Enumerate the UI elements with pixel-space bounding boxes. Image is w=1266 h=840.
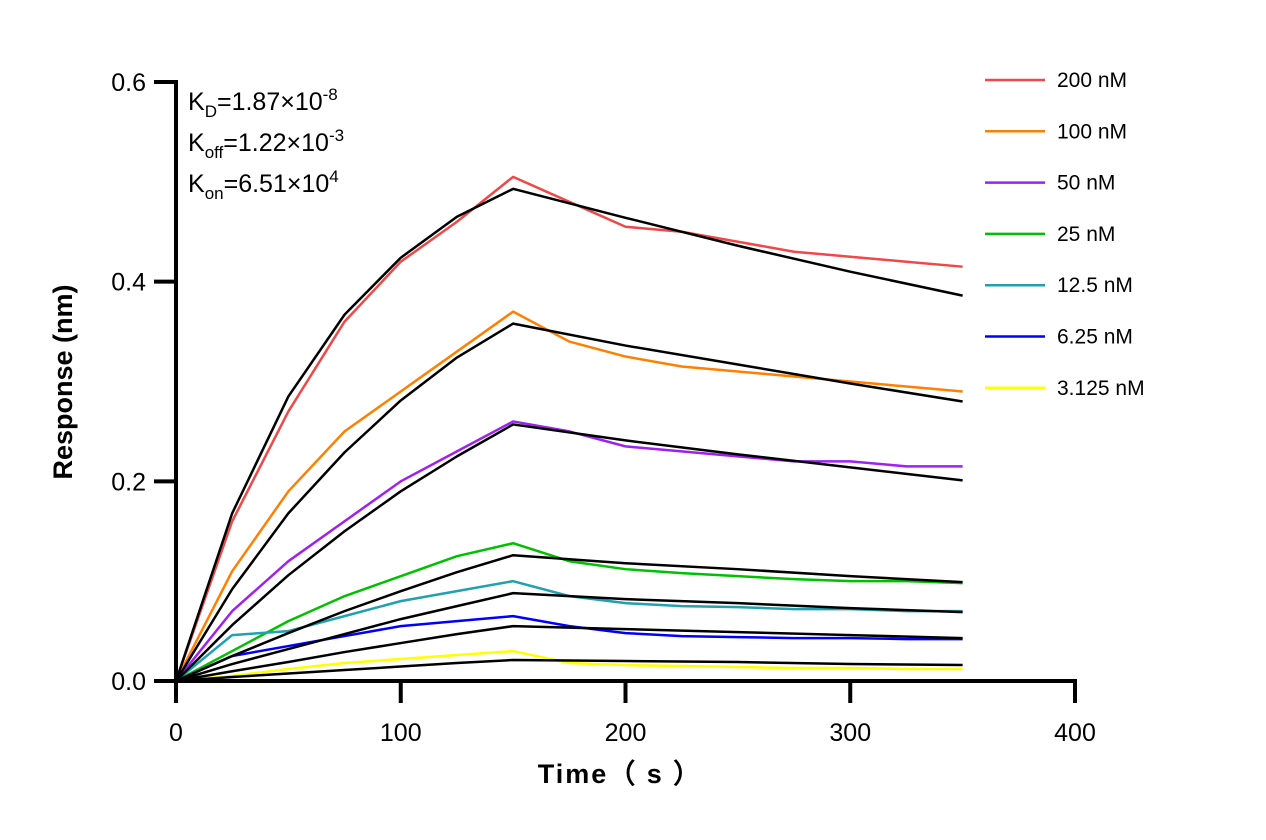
y-axis-label: Response (nm)	[48, 284, 78, 479]
legend-label: 3.125 nM	[1057, 377, 1145, 400]
annotation-line: Koff=1.22×10-3	[188, 126, 344, 162]
annotation-value: =1.87×10	[217, 88, 323, 116]
y-tick-label: 0.2	[111, 468, 146, 496]
annotation-subscript: D	[205, 102, 217, 121]
annotation-exponent: -3	[329, 126, 344, 145]
fit-curve-200-nM	[174, 187, 963, 682]
y-tick-label: 0.4	[111, 269, 146, 297]
legend-item: 50 nM	[985, 172, 1115, 195]
plot-area	[174, 175, 963, 683]
x-tick-label: 200	[605, 719, 647, 747]
x-tick-label: 400	[1054, 719, 1096, 747]
measured-curve-3-125-nM	[175, 649, 963, 683]
axes: 0 100 200 300 400 0.0 0.2 0.4 0.6	[111, 69, 1096, 747]
fit-curve-12-5-nM	[175, 591, 963, 683]
annotation-line: KD=1.87×10-8	[188, 85, 338, 121]
fit-curve-3-125-nM	[175, 658, 963, 683]
legend-item: 3.125 nM	[985, 377, 1145, 400]
annotation-subscript: on	[205, 184, 224, 203]
legend-item: 25 nM	[985, 223, 1115, 246]
annotation-value: =1.22×10	[223, 129, 329, 157]
measured-curve-200-nM	[174, 175, 963, 682]
legend-label: 200 nM	[1057, 69, 1127, 92]
y-tick-label: 0.0	[111, 668, 146, 696]
legend-label: 6.25 nM	[1057, 326, 1133, 349]
annotation-symbol: K	[188, 88, 205, 116]
legend-item: 6.25 nM	[985, 326, 1133, 349]
annotation-value: =6.51×10	[224, 170, 330, 198]
legend-label: 50 nM	[1057, 172, 1115, 195]
annotation-line: Kon=6.51×104	[188, 167, 339, 203]
legend-item: 100 nM	[985, 120, 1127, 143]
fit-curve-25-nM	[175, 553, 963, 683]
annotation-exponent: 4	[329, 167, 338, 186]
legend: 200 nM 100 nM 50 nM 25 nM 12.5 nM 6.25 nM 3.12…	[985, 69, 1145, 400]
legend-label: 100 nM	[1057, 120, 1127, 143]
annotation-subscript: off	[205, 143, 224, 162]
fit-curve-50-nM	[175, 423, 963, 682]
x-tick-label: 300	[829, 719, 871, 747]
annotation-symbol: K	[188, 170, 205, 198]
annotation-symbol: K	[188, 129, 205, 157]
annotation-exponent: -8	[323, 85, 338, 104]
x-tick-label: 100	[380, 719, 422, 747]
legend-label: 12.5 nM	[1057, 274, 1133, 297]
measured-curve-25-nM	[175, 541, 963, 683]
y-tick-label: 0.6	[111, 69, 146, 97]
measured-curve-6-25-nM	[175, 614, 963, 683]
fit-curve-100-nM	[174, 322, 963, 682]
x-tick-label: 0	[169, 719, 183, 747]
measured-curve-50-nM	[175, 420, 963, 682]
fit-curve-6-25-nM	[175, 624, 963, 683]
x-axis-label: Time（ s ）	[538, 759, 703, 789]
legend-item: 12.5 nM	[985, 274, 1133, 297]
legend-label: 25 nM	[1057, 223, 1115, 246]
legend-item: 200 nM	[985, 69, 1127, 92]
